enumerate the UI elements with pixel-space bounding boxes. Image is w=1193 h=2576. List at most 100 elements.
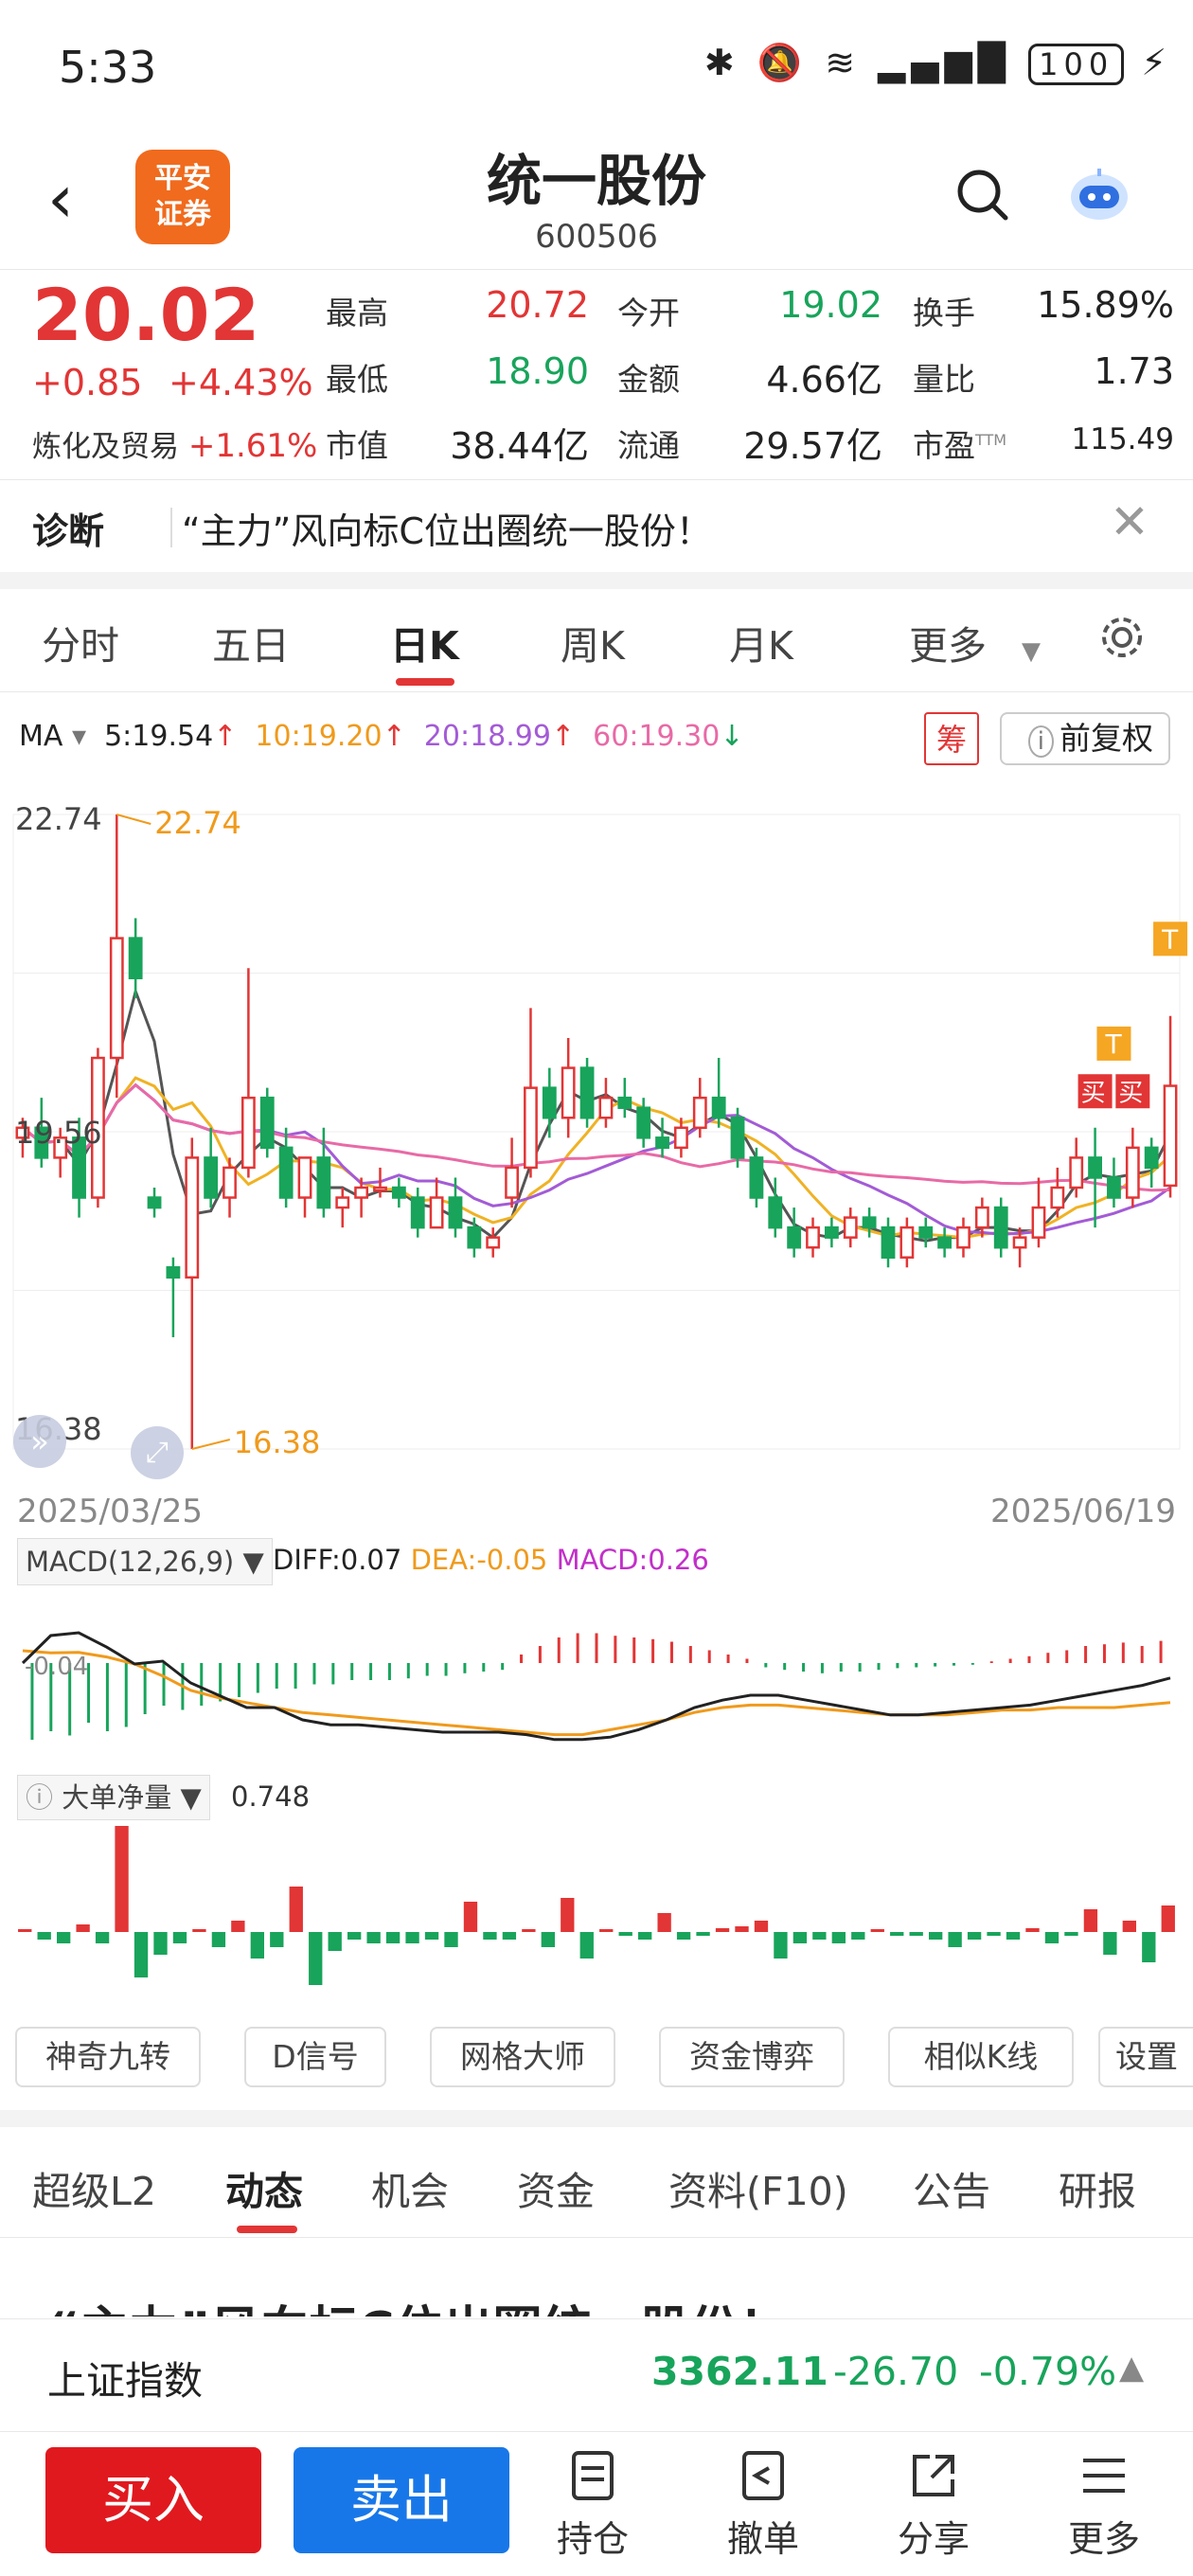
bigorder-bar bbox=[638, 1932, 652, 1940]
tab-funds[interactable]: 资金 bbox=[517, 2169, 595, 2214]
bigorder-bar bbox=[851, 1932, 865, 1940]
tab-month-k[interactable]: 月K bbox=[729, 623, 793, 669]
tab-day-k[interactable]: 日K bbox=[390, 623, 459, 669]
tool-fund-game[interactable]: 资金博弈 bbox=[659, 2027, 845, 2087]
sector-info[interactable]: 炼化及贸易 +1.61% bbox=[32, 422, 317, 465]
price-change-pct: +4.43% bbox=[169, 362, 313, 403]
bigorder-chart[interactable] bbox=[0, 1818, 1193, 2008]
robot-assistant-icon[interactable] bbox=[1066, 165, 1132, 224]
status-time: 5:33 bbox=[59, 42, 157, 93]
ma-legend[interactable]: MA ▾ 5:19.54↑ 10:19.20↑ 20:18.99↑ 60:19.… bbox=[19, 720, 744, 753]
stock-code: 600506 bbox=[535, 218, 658, 256]
candle-body bbox=[354, 1186, 369, 1199]
close-icon[interactable]: ✕ bbox=[1110, 494, 1149, 549]
logo-line1: 平安 bbox=[154, 162, 211, 195]
expand-left-icon[interactable]: » bbox=[13, 1415, 66, 1468]
nav-cancel-label: 撤单 bbox=[726, 2518, 799, 2560]
tab-five-day[interactable]: 五日 bbox=[212, 623, 290, 669]
tab-active-indicator bbox=[396, 678, 454, 686]
undo-icon bbox=[742, 2451, 784, 2500]
buy-marker-1: 买 bbox=[1081, 1079, 1106, 1107]
macd-indicator-selector[interactable]: MACD(12,26,9) ▼ bbox=[17, 1538, 273, 1585]
bigorder-bar bbox=[1044, 1932, 1059, 1943]
bigorder-bar bbox=[1103, 1932, 1117, 1955]
article-title[interactable]: “主力”风向标C位出圈统一股份！ bbox=[47, 2290, 789, 2317]
candle-body bbox=[993, 1206, 1008, 1249]
tab-minute[interactable]: 分时 bbox=[42, 623, 119, 669]
candle-body bbox=[34, 1126, 49, 1159]
high-value: 20.72 bbox=[486, 284, 589, 326]
gear-icon[interactable] bbox=[1098, 614, 1146, 661]
document-icon bbox=[572, 2451, 614, 2500]
tool-grid-master[interactable]: 网格大师 bbox=[430, 2027, 615, 2087]
bigorder-bar bbox=[1025, 1928, 1040, 1932]
candle-body bbox=[128, 937, 143, 980]
buy-marker-1-bg bbox=[1077, 1074, 1113, 1109]
back-button[interactable]: ‹ bbox=[47, 160, 74, 238]
bigorder-bar bbox=[754, 1921, 769, 1932]
diagnosis-text[interactable]: “主力”风向标C位出圈统一股份！ bbox=[182, 510, 712, 552]
nav-share[interactable]: 分享 bbox=[877, 2449, 990, 2562]
candle-body bbox=[505, 1166, 519, 1199]
fullscreen-icon[interactable]: ⤢ bbox=[131, 1426, 184, 1479]
bigorder-bar bbox=[715, 1928, 730, 1932]
kline-grid bbox=[12, 814, 1181, 1450]
tool-settings[interactable]: 设置 bbox=[1098, 2027, 1193, 2087]
bigorder-indicator-selector[interactable]: ⓘ 大单净量 ▼ bbox=[17, 1775, 210, 1820]
tab-f10[interactable]: 资料(F10) bbox=[668, 2169, 848, 2214]
bigorder-bar bbox=[1083, 1909, 1098, 1932]
nav-more[interactable]: 更多 bbox=[1047, 2449, 1161, 2562]
sector-pct: +1.61% bbox=[187, 427, 318, 465]
tab-more[interactable]: 更多 ▼ bbox=[909, 623, 1042, 669]
candle-body bbox=[692, 1096, 707, 1130]
bigorder-bar bbox=[1142, 1932, 1156, 1962]
chip-distribution-button[interactable]: 筹 bbox=[924, 712, 979, 765]
tool-d-signal[interactable]: D信号 bbox=[244, 2027, 386, 2087]
tab-week-k[interactable]: 周K bbox=[561, 623, 625, 669]
tab-opportunity[interactable]: 机会 bbox=[371, 2169, 449, 2214]
bigorder-bar bbox=[1161, 1905, 1175, 1932]
candle-body bbox=[918, 1225, 934, 1239]
candle-body bbox=[147, 1196, 162, 1209]
candle-body bbox=[91, 1056, 105, 1199]
macd-chart[interactable]: -0.04 bbox=[0, 1582, 1193, 1771]
bigorder-bar bbox=[579, 1932, 594, 1959]
turnover-label: 换手 bbox=[913, 295, 975, 331]
candle-body bbox=[1088, 1156, 1102, 1179]
date-end: 2025/06/19 bbox=[990, 1493, 1176, 1530]
bigorder-bar bbox=[657, 1913, 671, 1932]
candle-body bbox=[617, 1096, 632, 1109]
last-price: 20.02 bbox=[32, 273, 260, 357]
candle-body bbox=[579, 1066, 595, 1119]
ma10-value: 10:19.20 bbox=[255, 720, 383, 753]
open-label: 今开 bbox=[617, 295, 680, 331]
tool-similar-k[interactable]: 相似K线 bbox=[888, 2027, 1074, 2087]
tab-research[interactable]: 研报 bbox=[1059, 2169, 1136, 2214]
bigorder-bar bbox=[696, 1932, 710, 1936]
tab-announcement[interactable]: 公告 bbox=[913, 2169, 990, 2214]
tab-news[interactable]: 动态 bbox=[225, 2169, 303, 2214]
tool-magic-nine[interactable]: 神奇九转 bbox=[15, 2027, 201, 2087]
min-marker-line bbox=[191, 1439, 231, 1450]
nav-holdings[interactable]: 持仓 bbox=[536, 2449, 650, 2562]
candle-body bbox=[109, 937, 124, 1060]
signal-icon: ▂▄▆█ bbox=[878, 42, 1012, 83]
candle-body bbox=[391, 1186, 406, 1199]
adjust-mode-button[interactable]: i 前复权 bbox=[1000, 712, 1170, 765]
candle-body bbox=[1031, 1206, 1046, 1239]
search-icon[interactable] bbox=[953, 165, 1011, 224]
sell-button[interactable]: 卖出 bbox=[294, 2447, 509, 2553]
bigorder-bar bbox=[909, 1932, 923, 1936]
nav-cancel-order[interactable]: 撤单 bbox=[706, 2449, 820, 2562]
amount-label: 金额 bbox=[617, 361, 680, 398]
info-icon: i bbox=[1027, 725, 1054, 758]
bigorder-bar bbox=[231, 1921, 245, 1932]
tab-super-l2[interactable]: 超级L2 bbox=[32, 2169, 156, 2214]
buy-button[interactable]: 买入 bbox=[45, 2447, 261, 2553]
bigorder-bar bbox=[192, 1929, 206, 1932]
index-bar[interactable] bbox=[0, 2318, 1193, 2432]
bigorder-bar bbox=[929, 1932, 943, 1940]
bluetooth-icon: ✱ bbox=[703, 42, 740, 83]
expand-up-icon[interactable]: ▲ bbox=[1119, 2349, 1145, 2387]
